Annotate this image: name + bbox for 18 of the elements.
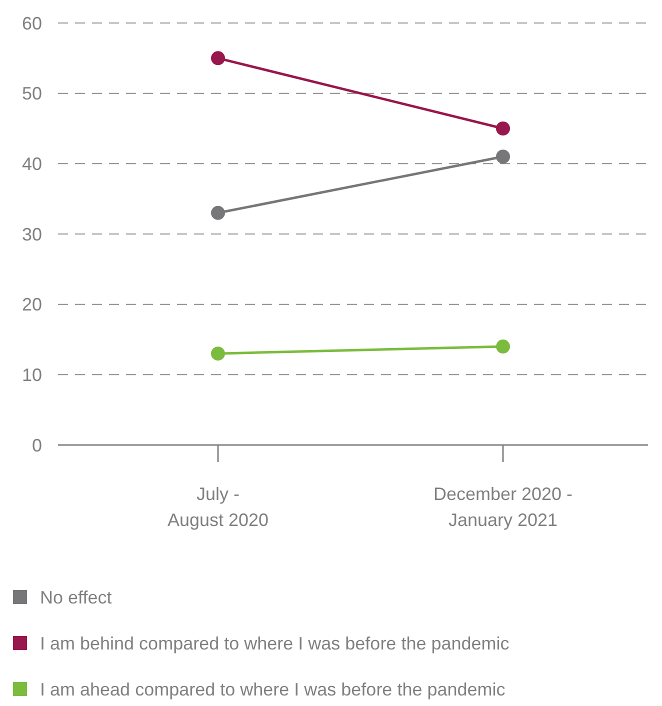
- point: [211, 51, 225, 66]
- point: [496, 122, 510, 136]
- point: [496, 150, 510, 164]
- y-tick-label: 30: [22, 224, 42, 244]
- x-tick-label: December 2020 - January 2021: [433, 484, 573, 530]
- legend-label: I am behind compared to where I was before the pandemic: [40, 633, 510, 654]
- point: [496, 340, 510, 354]
- y-tick-label: 60: [22, 13, 42, 34]
- y-tick-label: 50: [22, 84, 42, 104]
- legend-label: I am ahead compared to where I was before the pandemic: [40, 679, 506, 700]
- point: [211, 346, 225, 361]
- y-tick-label: 20: [22, 294, 42, 315]
- y-tick-label: 0: [32, 435, 42, 456]
- y-tick-label: 40: [22, 154, 42, 174]
- point: [211, 206, 225, 220]
- y-tick-label: 10: [22, 364, 42, 385]
- x-tick-label: July - August 2020: [167, 484, 269, 530]
- legend-label: No effect: [40, 587, 112, 608]
